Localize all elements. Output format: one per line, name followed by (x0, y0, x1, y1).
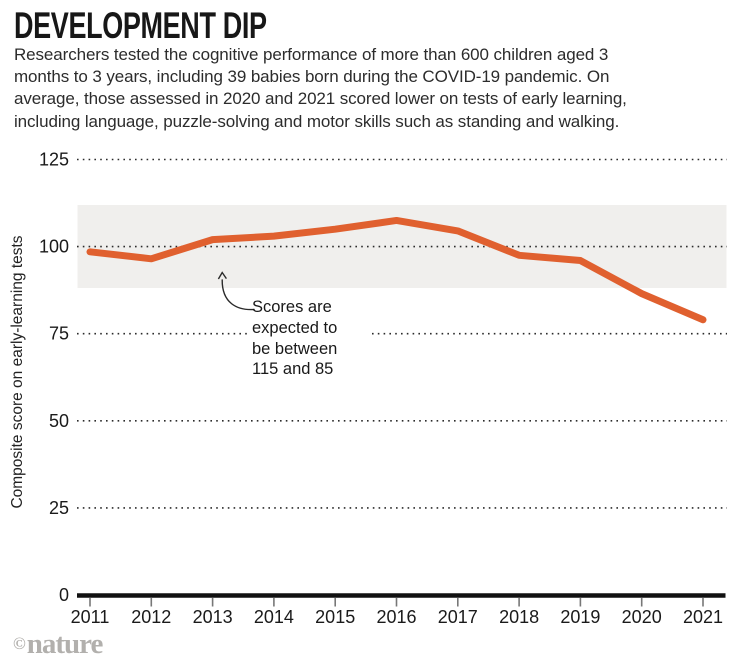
chart: 0 25 50 75 100 125 2011 2012 2013 2014 2015 2016 201… (9, 150, 727, 627)
y-tick-label-50: 50 (49, 411, 69, 431)
x-tick-label-2014: 2014 (254, 607, 294, 627)
y-tick-label-0: 0 (59, 585, 69, 605)
chart-title: DEVELOPMENT DIP (14, 5, 267, 46)
nature-logo-text: nature (26, 628, 104, 660)
chart-subtitle: Researchers tested the cognitive perform… (14, 45, 627, 131)
x-tick-label-2012: 2012 (131, 607, 171, 627)
y-tick-label-125: 125 (39, 150, 69, 170)
y-axis-title: Composite score on early-learning tests (9, 235, 26, 508)
nature-logo: ©nature (13, 628, 104, 660)
x-tick-label-2011: 2011 (71, 607, 110, 627)
x-tick-label-2013: 2013 (193, 607, 233, 627)
x-tick-label-2017: 2017 (438, 607, 478, 627)
x-tick-label-2021: 2021 (683, 607, 723, 627)
x-tick-label-2019: 2019 (560, 607, 600, 627)
annotation-arrow (221, 279, 255, 311)
x-tick-label-2018: 2018 (499, 607, 539, 627)
copyright-icon: © (13, 634, 26, 653)
series-line (86, 216, 707, 324)
y-tick-label-25: 25 (49, 498, 69, 518)
y-tick-label-100: 100 (39, 237, 69, 257)
annotation-note: Scores are expected to be between 115 an… (252, 298, 338, 379)
x-tick-label-2020: 2020 (622, 607, 662, 627)
annotation-arrowhead (217, 271, 227, 280)
x-tick-label-2016: 2016 (376, 607, 416, 627)
y-tick-label-75: 75 (49, 324, 69, 344)
x-tick-label-2015: 2015 (315, 607, 355, 627)
